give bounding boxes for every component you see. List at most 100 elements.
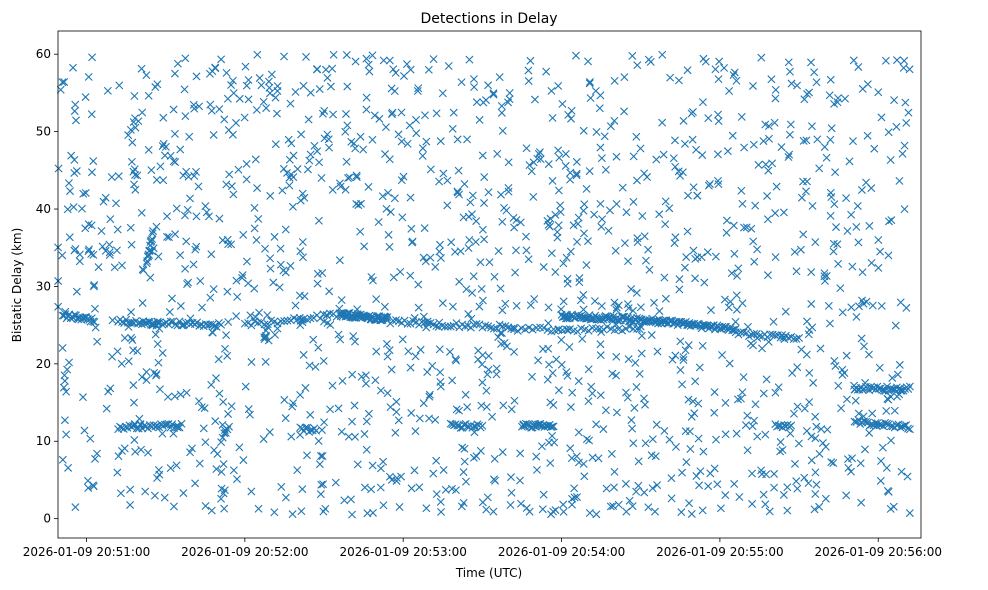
detection-marker (574, 458, 583, 467)
detection-marker (579, 126, 588, 135)
detection-marker (522, 504, 531, 513)
detection-marker (580, 200, 589, 209)
detection-marker (217, 55, 226, 64)
detection-marker (730, 479, 739, 488)
detection-marker (812, 480, 821, 489)
detection-marker (670, 239, 679, 248)
detection-marker (785, 150, 794, 159)
detection-marker (321, 65, 330, 74)
detection-marker (711, 65, 720, 74)
detection-marker (607, 449, 616, 458)
detection-marker (293, 466, 302, 475)
detection-marker (239, 456, 248, 465)
detection-marker (359, 145, 368, 154)
detection-marker (827, 192, 836, 201)
detection-marker (280, 317, 289, 326)
detection-marker (623, 300, 632, 309)
detection-marker (350, 401, 359, 410)
detection-marker (566, 247, 575, 256)
detection-marker (905, 382, 914, 391)
detection-marker (900, 421, 909, 430)
detection-marker (471, 237, 480, 246)
detection-marker (548, 422, 557, 431)
detection-marker (192, 242, 201, 251)
detection-marker (182, 167, 191, 176)
detection-marker (710, 388, 719, 397)
detection-marker (87, 221, 96, 230)
detection-marker (453, 421, 462, 430)
detection-marker (670, 136, 679, 145)
detection-marker (597, 154, 606, 163)
detection-marker (704, 114, 713, 123)
detection-marker (893, 370, 902, 379)
detection-marker (629, 197, 638, 206)
detection-marker (310, 141, 319, 150)
detection-marker (567, 454, 576, 463)
detection-marker (832, 223, 841, 232)
detection-marker (547, 86, 556, 95)
detection-marker (84, 245, 93, 254)
detection-marker (181, 264, 190, 273)
detection-marker (851, 396, 860, 405)
detection-marker (730, 68, 739, 77)
detection-marker (636, 322, 645, 331)
detection-marker (397, 108, 406, 117)
detection-marker (498, 306, 507, 315)
detection-marker (142, 368, 151, 377)
detection-marker (313, 147, 322, 156)
detection-marker (647, 451, 656, 460)
detection-marker (695, 363, 704, 372)
detection-marker (743, 411, 752, 420)
detection-marker (244, 95, 253, 104)
detection-marker (596, 199, 605, 208)
detection-marker (867, 258, 876, 267)
detection-marker (354, 201, 363, 210)
detection-marker (534, 356, 543, 365)
detection-marker (244, 279, 253, 288)
detection-marker (759, 389, 768, 398)
detection-marker (568, 494, 577, 503)
detection-marker (490, 454, 499, 463)
detection-marker (628, 51, 637, 60)
detection-marker (79, 393, 87, 402)
detection-marker (110, 263, 119, 272)
detection-marker (378, 192, 387, 201)
detection-marker (525, 161, 534, 170)
detection-marker (264, 77, 273, 86)
detection-marker (481, 96, 490, 105)
detection-marker (698, 151, 707, 160)
detection-marker (706, 306, 715, 315)
detection-marker (573, 237, 581, 246)
detection-marker (165, 308, 174, 317)
detection-marker (342, 109, 350, 118)
detection-marker (786, 120, 795, 129)
detection-marker (153, 80, 162, 89)
detection-marker (687, 109, 696, 118)
detection-marker (841, 94, 850, 103)
detection-marker (382, 339, 391, 348)
detection-marker (89, 250, 98, 259)
detection-marker (816, 344, 825, 353)
detection-marker (592, 128, 601, 137)
detection-marker (90, 304, 99, 313)
detection-marker (881, 386, 890, 395)
detection-marker (193, 318, 202, 327)
detection-marker (126, 500, 135, 509)
detection-marker (763, 191, 772, 200)
detection-marker (758, 344, 767, 353)
detection-marker (276, 317, 285, 326)
detection-marker (653, 347, 662, 356)
detection-marker (436, 254, 445, 263)
detection-marker (259, 97, 268, 106)
detection-marker (349, 332, 358, 341)
detection-marker (297, 507, 306, 516)
detection-marker (573, 493, 582, 502)
detection-marker (120, 334, 129, 342)
detection-marker (306, 150, 315, 159)
detection-marker (435, 177, 444, 186)
detection-marker (297, 130, 306, 139)
detection-marker (252, 236, 261, 245)
detection-marker (411, 352, 420, 361)
detection-marker (692, 145, 701, 154)
detection-marker (239, 230, 248, 239)
